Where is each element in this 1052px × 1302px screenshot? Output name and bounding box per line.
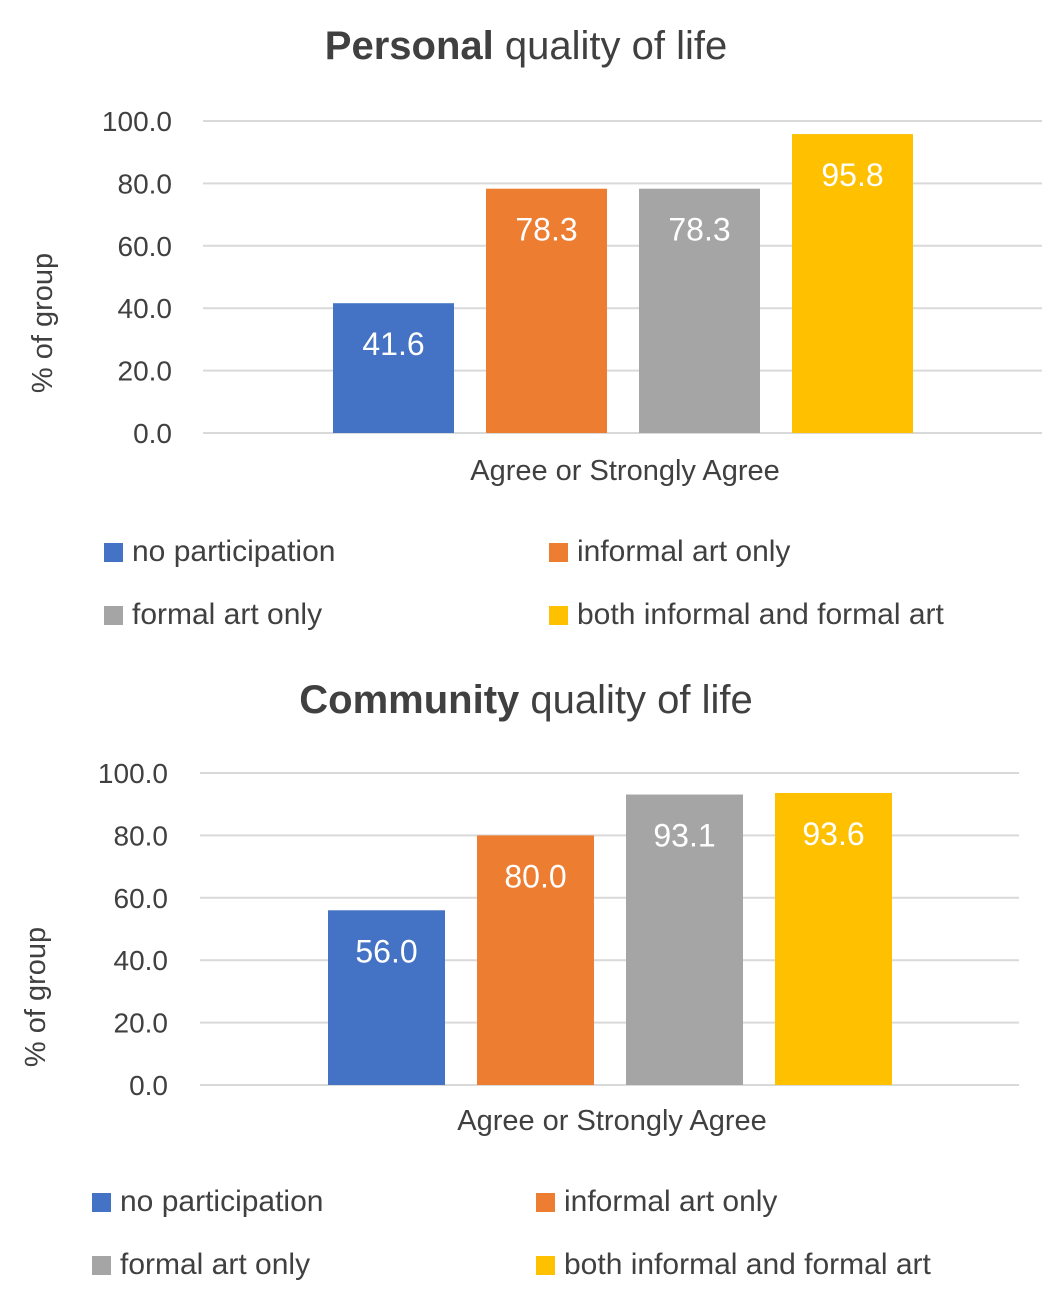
bar [333, 303, 454, 433]
bar [477, 835, 594, 1085]
chart-title-rest: quality of life [493, 24, 728, 68]
legend-swatch [92, 1192, 111, 1212]
data-label: 93.1 [653, 818, 715, 854]
legend-item: informal art only [536, 1185, 777, 1219]
chart-title-bold: Community [299, 678, 520, 722]
y-tick-label: 40.0 [114, 945, 169, 976]
y-tick-label: 40.0 [118, 293, 173, 324]
chart-title-bold: Personal [324, 24, 494, 68]
bar [328, 910, 445, 1085]
chart-title-rest: quality of life [519, 678, 753, 722]
legend-swatch [549, 605, 568, 625]
chart-plot: 0.0 20.0 40.0 60.0 80.0 100.0 % of group 41.6 78… [27, 106, 1042, 487]
legend-item: informal art only [549, 535, 790, 569]
legend-label: informal art only [564, 1185, 778, 1218]
legend-swatch [536, 1192, 555, 1212]
personal-chart: Personal quality of life 0.0 20.0 40.0 60.0… [0, 0, 1052, 650]
legend-swatch [104, 605, 123, 625]
y-tick-label: 100.0 [98, 758, 168, 789]
x-category-label: Agree or Strongly Agree [457, 1105, 767, 1137]
legend-item: both informal and formal art [549, 598, 944, 632]
legend-swatch [549, 542, 568, 562]
x-category-label: Agree or Strongly Agree [470, 455, 780, 487]
y-tick-label: 80.0 [118, 168, 173, 199]
bar [626, 794, 743, 1085]
chart-plot: 0.0 20.0 40.0 60.0 80.0 100.0 % of group 56.0 80… [20, 758, 1019, 1137]
legend-label: formal art only [132, 598, 323, 631]
data-label: 41.6 [362, 326, 424, 362]
y-tick-label: 60.0 [118, 231, 173, 262]
y-tick-label: 60.0 [114, 883, 169, 914]
y-axis-label: % of group [20, 927, 52, 1067]
legend-label: informal art only [577, 535, 791, 568]
legend-label: no participation [120, 1185, 324, 1218]
legend-item: formal art only [104, 598, 322, 632]
data-label: 95.8 [821, 157, 883, 193]
data-label: 78.3 [668, 212, 730, 248]
legend-swatch [92, 1255, 111, 1275]
legend-label: both informal and formal art [564, 1248, 931, 1281]
legend-swatch [536, 1255, 555, 1275]
chart-title: Community quality of life [0, 678, 1052, 723]
legend-item: both informal and formal art [536, 1248, 931, 1282]
legend-label: formal art only [120, 1248, 311, 1281]
data-label: 80.0 [504, 858, 566, 894]
legend-label: both informal and formal art [577, 598, 944, 631]
chart-title: Personal quality of life [0, 24, 1052, 69]
legend-item: formal art only [92, 1248, 310, 1282]
y-axis-label: % of group [27, 253, 59, 393]
data-label: 93.6 [802, 816, 864, 852]
legend-item: no participation [104, 535, 335, 569]
y-tick-label: 0.0 [133, 418, 172, 449]
data-label: 78.3 [515, 212, 577, 248]
bar [775, 792, 892, 1085]
legend-swatch [104, 542, 123, 562]
bar [639, 188, 760, 433]
bar [792, 134, 913, 433]
y-tick-label: 100.0 [102, 106, 172, 137]
y-tick-label: 80.0 [114, 820, 169, 851]
data-label: 56.0 [355, 933, 417, 969]
legend-label: no participation [132, 535, 336, 568]
community-chart: Community quality of life 0.0 20.0 40.0 60.… [0, 652, 1052, 1302]
y-tick-label: 0.0 [129, 1070, 168, 1101]
bar [486, 188, 607, 433]
y-tick-label: 20.0 [118, 356, 173, 387]
legend-item: no participation [92, 1185, 323, 1219]
y-tick-label: 20.0 [114, 1008, 169, 1039]
